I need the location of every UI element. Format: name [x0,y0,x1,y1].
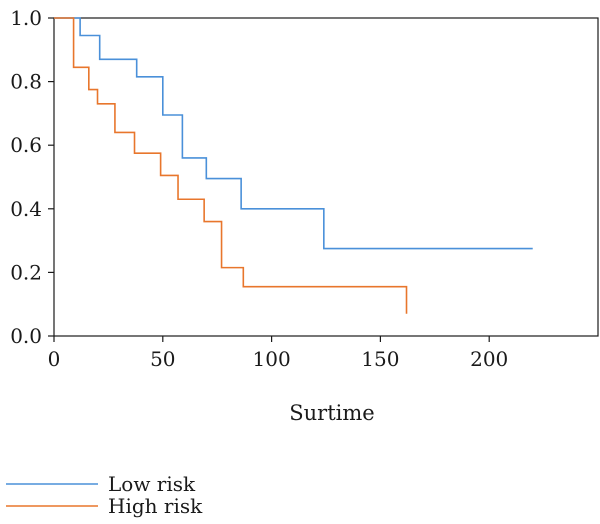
y-axis-ticks: 0.0 0.2 0.4 0.6 0.8 1.0 [10,6,54,348]
x-tick-label: 0 [48,347,61,371]
y-tick-label: 1.0 [10,6,42,30]
legend-label-low-risk: Low risk [108,472,196,496]
x-tick-label: 100 [253,347,291,371]
y-tick-label: 0.0 [10,324,42,348]
y-tick-label: 0.2 [10,260,42,284]
series-layer [54,17,533,314]
y-tick-label: 0.6 [10,133,42,157]
plot-area: 0 50 100 150 200 0.0 0.2 0.4 0.6 0.8 1.0 [10,6,599,371]
x-axis-title: Surtime [289,401,374,425]
x-tick-label: 50 [150,347,175,371]
x-axis-ticks: 0 50 100 150 200 [48,336,508,371]
y-tick-label: 0.8 [10,70,42,94]
series-line-low-risk [54,17,533,250]
plot-frame [53,17,599,337]
x-tick-label: 200 [470,347,508,371]
x-tick-label: 150 [361,347,399,371]
legend-label-high-risk: High risk [108,494,203,518]
y-tick-label: 0.4 [10,197,42,221]
series-line-high-risk [54,17,408,314]
